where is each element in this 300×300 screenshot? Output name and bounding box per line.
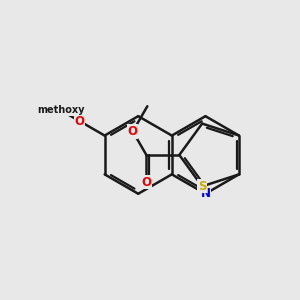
Text: O: O <box>141 176 152 189</box>
Text: S: S <box>198 180 206 193</box>
Text: N: N <box>200 187 210 200</box>
Text: methoxy: methoxy <box>37 105 85 115</box>
Text: O: O <box>74 115 84 128</box>
Text: O: O <box>128 125 138 138</box>
